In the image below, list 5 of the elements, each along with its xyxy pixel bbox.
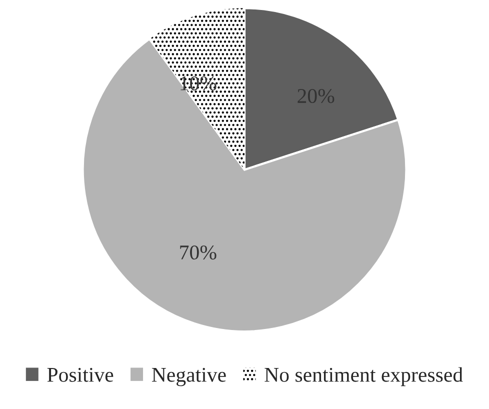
pie-slice — [149, 8, 244, 170]
legend-label: Negative — [152, 368, 226, 386]
legend-label: Positive — [47, 368, 114, 382]
legend-label: No sentiment expressed — [264, 367, 463, 386]
data-label: 70% — [180, 245, 216, 260]
